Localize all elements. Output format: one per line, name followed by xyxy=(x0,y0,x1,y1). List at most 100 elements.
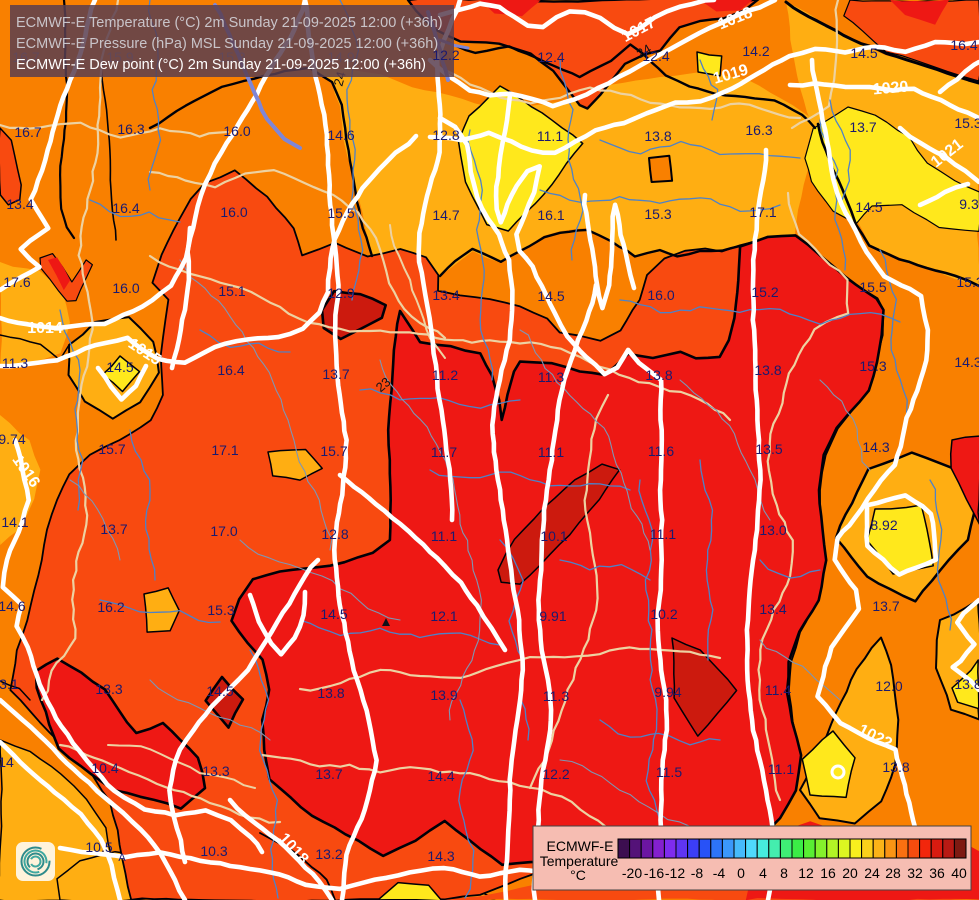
svg-text:17.1: 17.1 xyxy=(211,442,238,458)
svg-text:13.8: 13.8 xyxy=(317,685,344,701)
svg-text:11.1: 11.1 xyxy=(650,526,676,542)
svg-text:13.4: 13.4 xyxy=(6,196,33,212)
svg-text:-4: -4 xyxy=(713,865,726,881)
svg-text:14.3: 14.3 xyxy=(954,354,979,370)
svg-text:17.0: 17.0 xyxy=(210,523,237,539)
svg-text:11.7: 11.7 xyxy=(431,444,457,460)
svg-text:11.1: 11.1 xyxy=(537,128,563,144)
svg-text:13.8: 13.8 xyxy=(645,367,672,383)
svg-text:14.1: 14.1 xyxy=(1,514,28,530)
svg-text:28: 28 xyxy=(885,865,901,881)
svg-text:11.5: 11.5 xyxy=(656,764,682,780)
svg-text:14.3: 14.3 xyxy=(862,439,889,455)
svg-text:40: 40 xyxy=(951,865,967,881)
svg-text:16: 16 xyxy=(820,865,836,881)
svg-text:11.4: 11.4 xyxy=(765,682,791,698)
svg-text:0: 0 xyxy=(737,865,745,881)
svg-text:14.5: 14.5 xyxy=(320,606,347,622)
svg-text:16.4: 16.4 xyxy=(217,362,244,378)
svg-text:13.8: 13.8 xyxy=(754,362,781,378)
svg-text:9.91: 9.91 xyxy=(539,608,566,624)
svg-text:8: 8 xyxy=(780,865,788,881)
svg-text:24: 24 xyxy=(864,865,880,881)
svg-text:12.8: 12.8 xyxy=(321,526,348,542)
svg-text:13.7: 13.7 xyxy=(849,119,876,135)
svg-text:13.8: 13.8 xyxy=(954,676,979,692)
svg-text:14.5: 14.5 xyxy=(106,359,133,375)
svg-text:12: 12 xyxy=(798,865,814,881)
svg-text:1014: 1014 xyxy=(27,320,63,337)
svg-text:11.6: 11.6 xyxy=(648,443,674,459)
svg-text:11.2: 11.2 xyxy=(432,367,458,383)
svg-text:14.7: 14.7 xyxy=(432,207,459,223)
svg-text:13.8: 13.8 xyxy=(882,759,909,775)
svg-text:13.3: 13.3 xyxy=(202,763,229,779)
svg-text:16.0: 16.0 xyxy=(220,204,247,220)
svg-text:-20: -20 xyxy=(622,865,642,881)
svg-text:12.8: 12.8 xyxy=(432,127,459,143)
svg-text:13.4: 13.4 xyxy=(432,287,459,303)
svg-text:15.3: 15.3 xyxy=(954,115,979,131)
svg-text:13.1: 13.1 xyxy=(0,676,19,692)
svg-text:15.3: 15.3 xyxy=(859,358,886,374)
svg-text:16.4: 16.4 xyxy=(950,37,977,53)
svg-text:15.5: 15.5 xyxy=(859,279,886,295)
svg-text:°C: °C xyxy=(570,867,586,883)
svg-text:12.9: 12.9 xyxy=(327,285,354,301)
svg-text:ECMWF-E: ECMWF-E xyxy=(547,838,614,854)
svg-text:8.92: 8.92 xyxy=(870,517,897,533)
svg-text:11.3: 11.3 xyxy=(2,355,28,371)
svg-text:14.2: 14.2 xyxy=(742,43,769,59)
svg-text:12.4: 12.4 xyxy=(537,49,564,65)
svg-text:16.0: 16.0 xyxy=(112,280,139,296)
svg-text:12.1: 12.1 xyxy=(430,608,457,624)
svg-text:15.2: 15.2 xyxy=(751,284,778,300)
svg-text:Temperature: Temperature xyxy=(540,853,619,869)
svg-text:16.3: 16.3 xyxy=(745,122,772,138)
svg-text:10.3: 10.3 xyxy=(200,843,227,859)
svg-text:13.8: 13.8 xyxy=(644,128,671,144)
svg-text:13.3: 13.3 xyxy=(95,681,122,697)
svg-text:16.2: 16.2 xyxy=(97,599,124,615)
svg-text:9.3: 9.3 xyxy=(959,196,979,212)
svg-text:15.3: 15.3 xyxy=(644,206,671,222)
svg-text:14.4: 14.4 xyxy=(427,768,454,784)
svg-text:36: 36 xyxy=(929,865,945,881)
svg-text:11.3: 11.3 xyxy=(538,369,564,385)
svg-text:14.5: 14.5 xyxy=(850,45,877,61)
svg-text:13.2: 13.2 xyxy=(315,846,342,862)
svg-text:15.7: 15.7 xyxy=(98,441,125,457)
svg-text:12.0: 12.0 xyxy=(875,678,902,694)
svg-text:13.0: 13.0 xyxy=(759,522,786,538)
svg-text:24: 24 xyxy=(634,41,654,61)
svg-text:14.6: 14.6 xyxy=(327,127,354,143)
svg-text:1020: 1020 xyxy=(872,78,909,98)
svg-text:ECMWF-E Dew point (°C) 2m Sund: ECMWF-E Dew point (°C) 2m Sunday 21-09-2… xyxy=(16,57,426,73)
svg-text:13.5: 13.5 xyxy=(755,441,782,457)
svg-text:15.7: 15.7 xyxy=(320,443,347,459)
svg-text:9.94: 9.94 xyxy=(654,684,681,700)
svg-text:14.6: 14.6 xyxy=(0,598,26,614)
svg-text:16.3: 16.3 xyxy=(117,121,144,137)
svg-text:14: 14 xyxy=(0,754,14,770)
svg-text:20: 20 xyxy=(842,865,858,881)
svg-text:13.7: 13.7 xyxy=(872,598,899,614)
svg-text:ECMWF-E Pressure (hPa) MSL Sun: ECMWF-E Pressure (hPa) MSL Sunday 21-09-… xyxy=(16,36,438,52)
svg-text:11.3: 11.3 xyxy=(543,688,569,704)
svg-text:4: 4 xyxy=(759,865,767,881)
svg-text:10.2: 10.2 xyxy=(650,606,677,622)
svg-text:14.5: 14.5 xyxy=(206,683,233,699)
svg-text:10.5: 10.5 xyxy=(85,839,112,855)
svg-text:11.1: 11.1 xyxy=(431,528,457,544)
svg-text:9.74: 9.74 xyxy=(0,431,26,447)
svg-text:14.5: 14.5 xyxy=(537,288,564,304)
svg-text:-8: -8 xyxy=(691,865,704,881)
svg-text:10.1: 10.1 xyxy=(540,528,567,544)
svg-text:13.7: 13.7 xyxy=(100,521,127,537)
svg-text:12.2: 12.2 xyxy=(542,766,569,782)
svg-text:16.7: 16.7 xyxy=(14,124,41,140)
svg-text:ECMWF-E Temperature (°C) 2m Su: ECMWF-E Temperature (°C) 2m Sunday 21-09… xyxy=(16,15,443,31)
svg-text:16.4: 16.4 xyxy=(112,200,139,216)
svg-text:17.6: 17.6 xyxy=(3,274,30,290)
svg-text:14.5: 14.5 xyxy=(855,199,882,215)
